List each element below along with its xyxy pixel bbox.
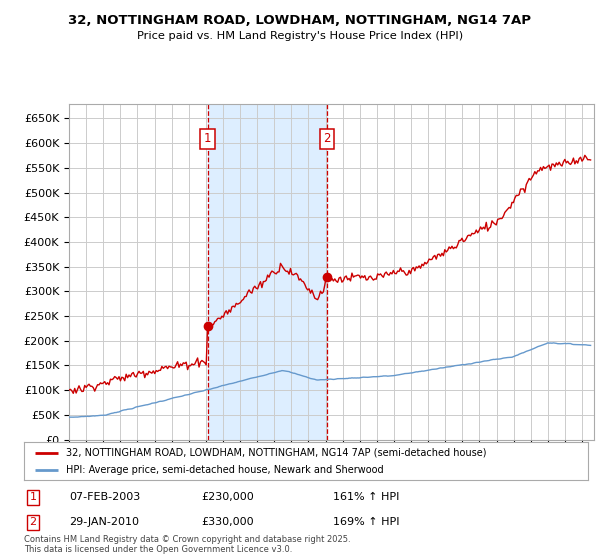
Text: £330,000: £330,000 (201, 517, 254, 528)
Text: 32, NOTTINGHAM ROAD, LOWDHAM, NOTTINGHAM, NG14 7AP (semi-detached house): 32, NOTTINGHAM ROAD, LOWDHAM, NOTTINGHAM… (66, 447, 487, 458)
Text: 2: 2 (323, 132, 331, 146)
Text: 32, NOTTINGHAM ROAD, LOWDHAM, NOTTINGHAM, NG14 7AP: 32, NOTTINGHAM ROAD, LOWDHAM, NOTTINGHAM… (68, 14, 532, 27)
Text: 1: 1 (204, 132, 211, 146)
Text: Price paid vs. HM Land Registry's House Price Index (HPI): Price paid vs. HM Land Registry's House … (137, 31, 463, 41)
Text: 29-JAN-2010: 29-JAN-2010 (69, 517, 139, 528)
Text: 169% ↑ HPI: 169% ↑ HPI (333, 517, 400, 528)
Text: 07-FEB-2003: 07-FEB-2003 (69, 492, 140, 502)
Text: HPI: Average price, semi-detached house, Newark and Sherwood: HPI: Average price, semi-detached house,… (66, 465, 384, 475)
Text: 2: 2 (29, 517, 37, 528)
Text: £230,000: £230,000 (201, 492, 254, 502)
Text: Contains HM Land Registry data © Crown copyright and database right 2025.
This d: Contains HM Land Registry data © Crown c… (24, 535, 350, 554)
Text: 1: 1 (29, 492, 37, 502)
Text: 161% ↑ HPI: 161% ↑ HPI (333, 492, 400, 502)
Bar (208, 104, 327, 440)
